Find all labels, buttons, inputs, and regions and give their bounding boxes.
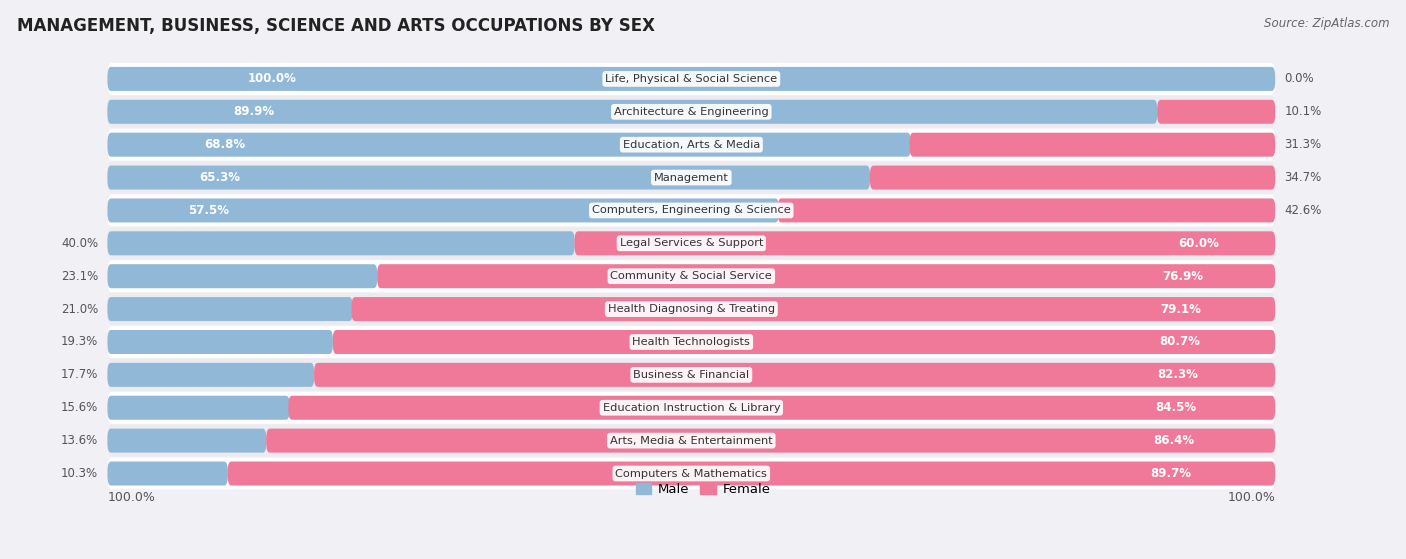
Text: 68.8%: 68.8% <box>204 138 245 151</box>
Text: Legal Services & Support: Legal Services & Support <box>620 238 763 248</box>
Text: 34.7%: 34.7% <box>1285 171 1322 184</box>
FancyBboxPatch shape <box>107 396 290 420</box>
FancyBboxPatch shape <box>107 458 1275 490</box>
FancyBboxPatch shape <box>107 129 1275 160</box>
Text: 10.3%: 10.3% <box>60 467 98 480</box>
Text: 100.0%: 100.0% <box>247 73 297 86</box>
FancyBboxPatch shape <box>107 264 377 288</box>
Text: 23.1%: 23.1% <box>60 269 98 283</box>
Text: 40.0%: 40.0% <box>60 237 98 250</box>
FancyBboxPatch shape <box>107 162 1275 193</box>
Text: 100.0%: 100.0% <box>107 491 155 504</box>
FancyBboxPatch shape <box>107 429 266 453</box>
Text: 13.6%: 13.6% <box>60 434 98 447</box>
Text: 10.1%: 10.1% <box>1285 105 1322 119</box>
FancyBboxPatch shape <box>107 198 779 222</box>
FancyBboxPatch shape <box>575 231 1275 255</box>
Text: Health Technologists: Health Technologists <box>633 337 751 347</box>
Text: 15.6%: 15.6% <box>60 401 98 414</box>
Text: Arts, Media & Entertainment: Arts, Media & Entertainment <box>610 435 773 446</box>
Text: 76.9%: 76.9% <box>1163 269 1204 283</box>
FancyBboxPatch shape <box>778 198 1275 222</box>
FancyBboxPatch shape <box>266 429 1275 453</box>
FancyBboxPatch shape <box>107 293 1275 325</box>
Text: 60.0%: 60.0% <box>1178 237 1219 250</box>
Text: Health Diagnosing & Treating: Health Diagnosing & Treating <box>607 304 775 314</box>
Text: 19.3%: 19.3% <box>60 335 98 348</box>
FancyBboxPatch shape <box>377 264 1275 288</box>
FancyBboxPatch shape <box>107 195 1275 226</box>
Text: 89.7%: 89.7% <box>1150 467 1191 480</box>
FancyBboxPatch shape <box>107 63 1275 95</box>
Text: Business & Financial: Business & Financial <box>633 370 749 380</box>
Text: Source: ZipAtlas.com: Source: ZipAtlas.com <box>1264 17 1389 30</box>
Text: 31.3%: 31.3% <box>1285 138 1322 151</box>
Text: Computers & Mathematics: Computers & Mathematics <box>616 468 768 479</box>
Text: 100.0%: 100.0% <box>1227 491 1275 504</box>
Legend: Male, Female: Male, Female <box>630 477 776 501</box>
Text: Education, Arts & Media: Education, Arts & Media <box>623 140 761 150</box>
Text: MANAGEMENT, BUSINESS, SCIENCE AND ARTS OCCUPATIONS BY SEX: MANAGEMENT, BUSINESS, SCIENCE AND ARTS O… <box>17 17 655 35</box>
Text: Education Instruction & Library: Education Instruction & Library <box>603 402 780 413</box>
Text: Management: Management <box>654 173 728 183</box>
FancyBboxPatch shape <box>107 363 314 387</box>
FancyBboxPatch shape <box>1157 100 1275 124</box>
Text: 86.4%: 86.4% <box>1153 434 1195 447</box>
FancyBboxPatch shape <box>107 425 1275 457</box>
FancyBboxPatch shape <box>107 165 870 190</box>
FancyBboxPatch shape <box>107 326 1275 358</box>
Text: 89.9%: 89.9% <box>233 105 274 119</box>
Text: 21.0%: 21.0% <box>60 302 98 316</box>
FancyBboxPatch shape <box>288 396 1275 420</box>
Text: 80.7%: 80.7% <box>1159 335 1199 348</box>
FancyBboxPatch shape <box>107 228 1275 259</box>
FancyBboxPatch shape <box>314 363 1275 387</box>
Text: Life, Physical & Social Science: Life, Physical & Social Science <box>605 74 778 84</box>
FancyBboxPatch shape <box>352 297 1275 321</box>
Text: 65.3%: 65.3% <box>200 171 240 184</box>
FancyBboxPatch shape <box>107 392 1275 424</box>
Text: 57.5%: 57.5% <box>188 204 229 217</box>
FancyBboxPatch shape <box>333 330 1275 354</box>
FancyBboxPatch shape <box>228 462 1275 486</box>
Text: 17.7%: 17.7% <box>60 368 98 381</box>
FancyBboxPatch shape <box>910 132 1275 157</box>
FancyBboxPatch shape <box>107 231 575 255</box>
Text: Architecture & Engineering: Architecture & Engineering <box>614 107 769 117</box>
Text: 84.5%: 84.5% <box>1156 401 1197 414</box>
FancyBboxPatch shape <box>107 132 911 157</box>
FancyBboxPatch shape <box>870 165 1275 190</box>
Text: Community & Social Service: Community & Social Service <box>610 271 772 281</box>
Text: Computers, Engineering & Science: Computers, Engineering & Science <box>592 206 790 215</box>
FancyBboxPatch shape <box>107 96 1275 128</box>
Text: 42.6%: 42.6% <box>1285 204 1322 217</box>
FancyBboxPatch shape <box>107 359 1275 391</box>
FancyBboxPatch shape <box>107 260 1275 292</box>
FancyBboxPatch shape <box>107 67 1275 91</box>
FancyBboxPatch shape <box>107 297 353 321</box>
Text: 0.0%: 0.0% <box>1285 73 1315 86</box>
Text: 79.1%: 79.1% <box>1160 302 1201 316</box>
Text: 82.3%: 82.3% <box>1157 368 1198 381</box>
FancyBboxPatch shape <box>107 330 333 354</box>
FancyBboxPatch shape <box>107 100 1157 124</box>
FancyBboxPatch shape <box>107 462 228 486</box>
